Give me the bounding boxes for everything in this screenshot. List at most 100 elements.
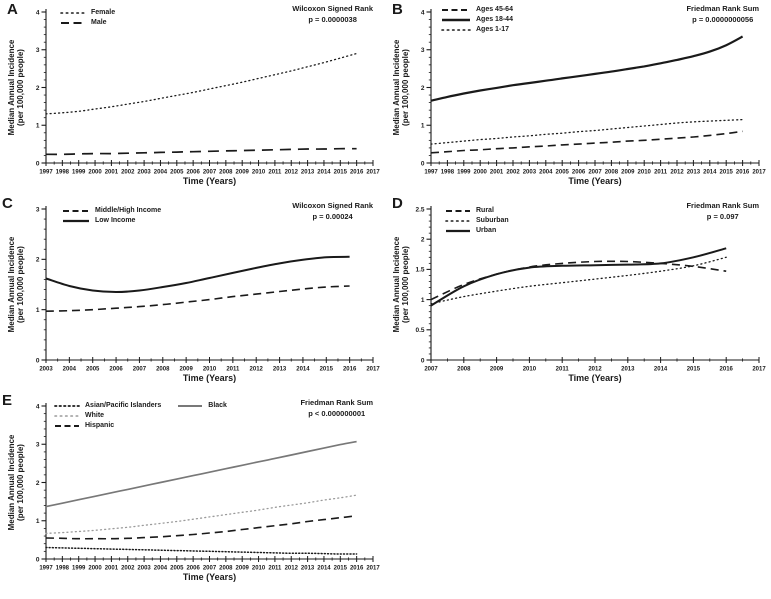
legend-label: Asian/Pacific Islanders	[85, 402, 162, 409]
svg-text:2005: 2005	[86, 367, 100, 373]
series-line	[430, 256, 727, 305]
panel-d: 0 0.5 1 1.5 2 2.5 2007 2008 2009 2010 2011 2012 2013…	[385, 195, 771, 394]
stat-a: Wilcoxon Signed Rank p = 0.0000038	[292, 4, 373, 25]
svg-text:2015: 2015	[334, 566, 348, 572]
svg-text:2: 2	[36, 85, 40, 92]
chart-d-canvas: 0 0.5 1 1.5 2 2.5 2007 2008 2009 2010 2011 2012 2013…	[392, 206, 766, 383]
male-line-marker-icon	[61, 22, 85, 25]
series-line	[45, 52, 358, 115]
black-line-marker-icon	[178, 405, 203, 408]
svg-text:2017: 2017	[366, 367, 380, 373]
stat-p-value: p = 0.097	[706, 211, 739, 221]
svg-text:2005: 2005	[170, 566, 184, 572]
legend-label: Middle/High Income	[95, 207, 162, 214]
svg-text:2012: 2012	[285, 566, 299, 572]
svg-text:2009: 2009	[621, 170, 635, 176]
svg-text:2012: 2012	[588, 367, 602, 373]
legend-b: Ages 45-64 Ages 18-44 Ages 1-17	[441, 6, 513, 34]
legend-item-black: Black	[177, 402, 227, 411]
suburban-line-marker-icon	[445, 220, 471, 222]
svg-text:2008: 2008	[457, 367, 471, 373]
svg-text:2011: 2011	[268, 170, 282, 176]
svg-text:2009: 2009	[236, 170, 250, 176]
svg-text:2003: 2003	[39, 367, 53, 373]
stat-p-value: p = 0.0000000056	[692, 14, 754, 24]
svg-text:1: 1	[36, 518, 40, 525]
legend-item-urban: Urban	[445, 227, 509, 236]
svg-text:2000: 2000	[88, 566, 102, 572]
svg-text:2013: 2013	[301, 566, 315, 572]
legend-item-ages-18-44: Ages 18-44	[441, 16, 513, 25]
svg-text:2001: 2001	[490, 170, 504, 176]
legend-item-hispanic: Hispanic	[54, 422, 161, 431]
series-line	[430, 247, 727, 307]
svg-text:2013: 2013	[273, 367, 287, 373]
svg-text:1998: 1998	[441, 170, 455, 176]
svg-text:Time (Years): Time (Years)	[568, 373, 621, 383]
series-line	[430, 130, 743, 154]
legend-item-white: White	[54, 412, 161, 421]
svg-text:2006: 2006	[109, 367, 123, 373]
legend-label: Urban	[476, 226, 497, 234]
svg-text:1: 1	[36, 123, 40, 130]
svg-text:2009: 2009	[179, 367, 193, 373]
svg-text:Time (Years): Time (Years)	[183, 373, 236, 383]
svg-text:2002: 2002	[121, 170, 135, 176]
svg-text:2004: 2004	[539, 170, 553, 176]
svg-text:2010: 2010	[203, 367, 217, 373]
svg-text:2008: 2008	[156, 367, 170, 373]
svg-text:2010: 2010	[638, 170, 652, 176]
svg-text:2006: 2006	[572, 170, 586, 176]
legend-item-middle-high-income: Middle/High Income	[62, 207, 161, 216]
svg-text:2007: 2007	[424, 367, 438, 373]
svg-text:2014: 2014	[296, 367, 310, 373]
svg-text:2007: 2007	[588, 170, 602, 176]
legend-label: Black	[208, 402, 227, 409]
legend-label: Rural	[476, 207, 494, 214]
svg-text:2011: 2011	[654, 170, 668, 176]
series-line	[45, 440, 357, 508]
chart-c-canvas: 0 1 2 3 2003 2004 2005 2006 2007 2008 2009 2010 2011…	[7, 206, 380, 383]
svg-text:2012: 2012	[250, 367, 264, 373]
svg-text:Time (Years): Time (Years)	[183, 176, 236, 186]
svg-text:Time (Years): Time (Years)	[183, 572, 236, 582]
series-line	[45, 546, 358, 555]
svg-text:2004: 2004	[154, 566, 168, 572]
series-line	[45, 494, 358, 535]
svg-text:0: 0	[36, 556, 40, 563]
svg-text:2015: 2015	[720, 170, 734, 176]
svg-text:2: 2	[421, 237, 425, 244]
panel-c: 0 1 2 3 2003 2004 2005 2006 2007 2008 2009 2010 2011…	[0, 195, 385, 394]
svg-text:2001: 2001	[105, 566, 119, 572]
urban-line-marker-icon	[446, 229, 470, 233]
svg-text:2009: 2009	[236, 566, 250, 572]
legend-label: White	[85, 411, 105, 419]
legend-item-female: Female	[60, 9, 115, 18]
legend-label: Suburban	[476, 216, 509, 224]
svg-text:1998: 1998	[56, 566, 70, 572]
svg-text:0: 0	[36, 160, 40, 167]
stat-b: Friedman Rank Sum p = 0.0000000056	[686, 4, 759, 25]
stat-test-name: Friedman Rank Sum	[686, 201, 759, 210]
svg-text:1: 1	[421, 123, 425, 130]
panel-e-label: E	[2, 392, 13, 409]
ages-1-17-line-marker-icon	[441, 29, 471, 31]
legend-label: Ages 45-64	[476, 6, 513, 13]
legend-d: Rural Suburban Urban	[445, 207, 509, 235]
legend-item-low-income: Low Income	[62, 217, 161, 226]
svg-text:2015: 2015	[320, 367, 334, 373]
svg-text:0: 0	[36, 357, 40, 364]
svg-text:3: 3	[36, 47, 40, 54]
svg-text:2009: 2009	[490, 367, 504, 373]
svg-text:1997: 1997	[39, 170, 53, 176]
svg-text:Median Annual Incidence(per 10: Median Annual Incidence(per 100,000 peop…	[392, 39, 410, 135]
svg-text:2016: 2016	[736, 170, 750, 176]
legend-item-ages-45-64: Ages 45-64	[441, 6, 513, 15]
svg-text:3: 3	[36, 206, 40, 213]
legend-item-rural: Rural	[445, 207, 509, 216]
svg-text:2006: 2006	[186, 170, 200, 176]
ages-45-64-line-marker-icon	[442, 9, 470, 12]
svg-text:2014: 2014	[654, 367, 668, 373]
svg-text:2: 2	[36, 257, 40, 264]
